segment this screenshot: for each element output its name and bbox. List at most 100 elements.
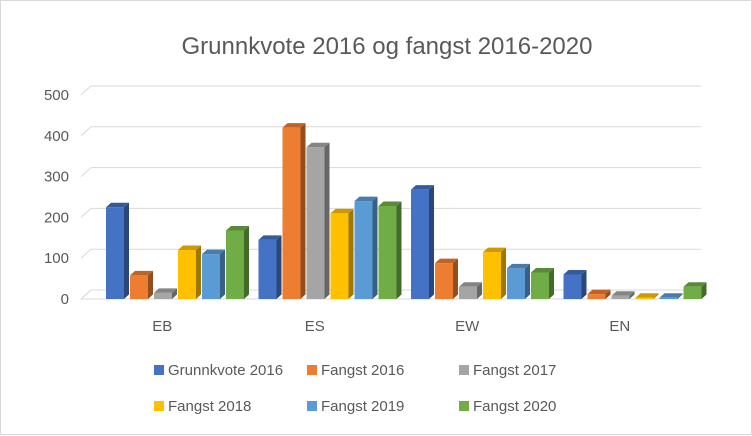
bar-top	[507, 263, 530, 269]
gridline	[80, 248, 92, 259]
y-axis-ticks: 0 100 200 300 400 500	[44, 87, 69, 308]
gridline	[80, 126, 92, 137]
bar-top	[435, 258, 458, 264]
bar	[435, 258, 458, 299]
bar-front	[435, 263, 453, 299]
bar-side	[525, 263, 530, 299]
bar	[611, 291, 635, 299]
bar	[563, 270, 587, 299]
bar	[683, 282, 707, 299]
bar-front	[202, 254, 220, 299]
bar-side	[244, 225, 249, 299]
bar	[531, 267, 554, 299]
bar-front	[507, 268, 525, 299]
bar-side	[172, 288, 177, 299]
bar-front	[226, 230, 244, 299]
legend-item: Fangst 2020	[459, 398, 556, 415]
bar-front	[459, 286, 477, 299]
bar-front	[306, 147, 325, 299]
bar-front	[635, 297, 654, 299]
bar	[483, 247, 506, 299]
legend-item: Fangst 2018	[154, 398, 251, 415]
y-tick-label: 100	[44, 250, 69, 267]
y-tick-label: 200	[44, 209, 69, 226]
bar	[659, 293, 683, 299]
bar-side	[549, 267, 554, 299]
bar-front	[282, 127, 301, 299]
bar-side	[501, 247, 506, 299]
legend-swatch	[459, 365, 469, 375]
bar-side	[148, 270, 153, 299]
bar	[202, 249, 225, 299]
bar-front	[611, 295, 630, 299]
bar	[106, 202, 129, 299]
legend-swatch	[459, 401, 469, 411]
y-tick-label: 300	[44, 169, 69, 186]
bar-front	[354, 201, 373, 299]
bar	[178, 245, 201, 299]
bar	[154, 288, 177, 299]
gridline	[80, 289, 92, 300]
bar-side	[653, 293, 659, 299]
bar	[635, 293, 659, 299]
bar-top	[282, 123, 306, 128]
legend-label: Fangst 2019	[321, 398, 404, 415]
y-tick-label: 0	[61, 291, 69, 308]
legend-item: Fangst 2017	[459, 362, 556, 379]
bar	[354, 196, 378, 299]
bar-top	[306, 142, 330, 148]
bar-top	[483, 247, 506, 253]
bar	[507, 263, 530, 299]
y-tick-label: 400	[44, 128, 69, 145]
bar	[226, 225, 249, 299]
bar-side	[220, 249, 225, 299]
x-axis-ticks: EB ES EW EN	[152, 318, 630, 335]
bar	[459, 282, 482, 299]
bar-side	[300, 123, 306, 299]
bar-side	[629, 291, 635, 299]
legend-label: Grunnkvote 2016	[168, 362, 283, 379]
x-tick-label: EN	[609, 318, 630, 335]
legend-item: Grunnkvote 2016	[154, 362, 283, 379]
bar-top	[531, 267, 554, 273]
legend-swatch	[154, 365, 164, 375]
bar-front	[411, 189, 429, 299]
bar	[258, 235, 282, 299]
y-tick-label: 500	[44, 87, 69, 104]
legend-item: Fangst 2019	[307, 398, 404, 415]
bar	[130, 270, 153, 299]
bar	[330, 208, 354, 299]
bar-side	[605, 289, 611, 299]
x-tick-label: EB	[152, 318, 172, 335]
bar-side	[124, 202, 129, 299]
bar	[378, 201, 402, 299]
bar	[282, 123, 306, 299]
bar-side	[372, 196, 378, 299]
legend-swatch	[154, 401, 164, 411]
x-tick-label: ES	[305, 318, 325, 335]
bar-side	[581, 270, 587, 299]
legend-label: Fangst 2020	[473, 398, 556, 415]
bar-top	[459, 282, 482, 287]
bar-top	[130, 270, 153, 276]
bar-top	[635, 293, 659, 298]
bar-side	[477, 282, 482, 299]
bar-top	[411, 185, 434, 190]
bar-front	[378, 205, 397, 299]
bar-side	[396, 201, 402, 299]
bar	[587, 289, 611, 299]
legend-swatch	[307, 365, 317, 375]
legend-label: Fangst 2017	[473, 362, 556, 379]
bar-top	[354, 196, 378, 202]
gridline	[80, 208, 92, 218]
bar-front	[683, 286, 702, 299]
bar-front	[587, 294, 606, 299]
bar-top	[378, 201, 402, 206]
gridline	[80, 167, 92, 177]
bar-side	[453, 258, 458, 299]
bar-top	[106, 202, 129, 208]
legend: Grunnkvote 2016 Fangst 2016 Fangst 2017 Fan…	[154, 362, 556, 415]
bar-top	[659, 293, 683, 298]
bar-top	[202, 249, 225, 255]
